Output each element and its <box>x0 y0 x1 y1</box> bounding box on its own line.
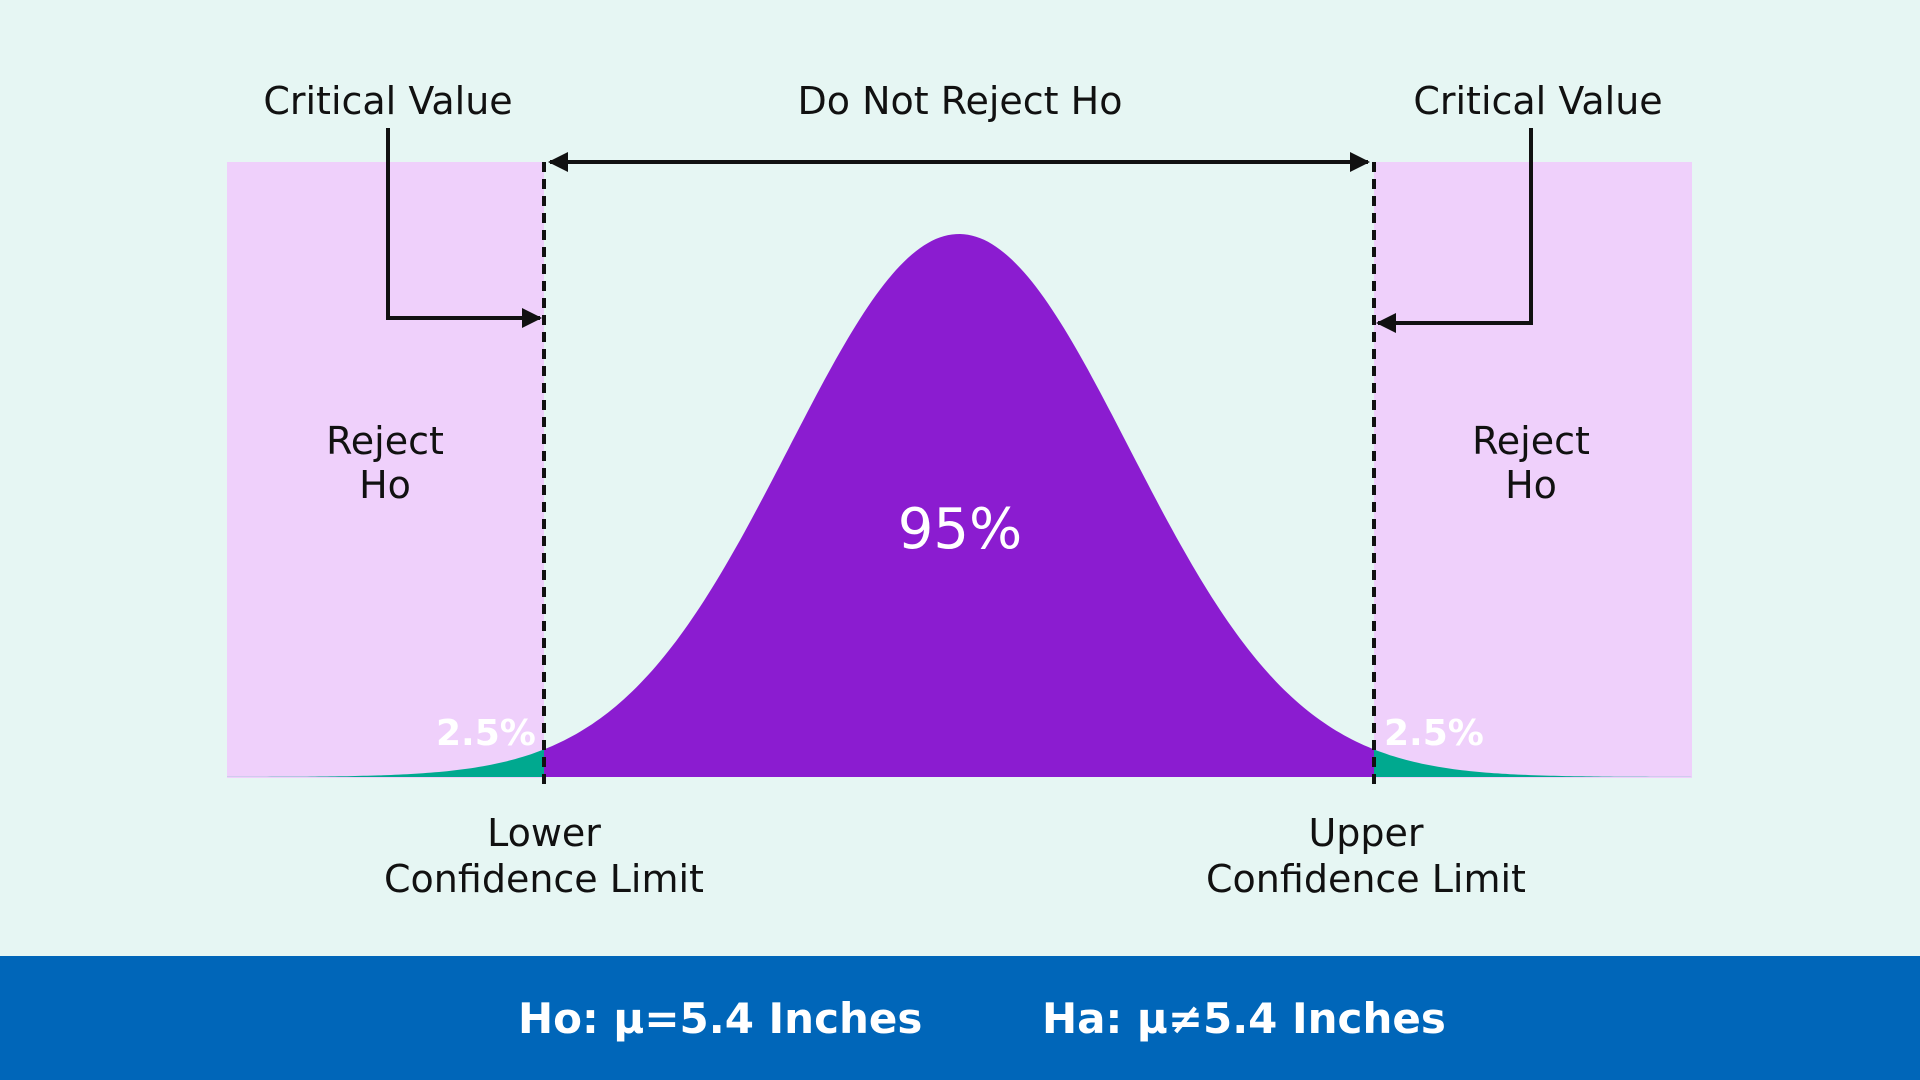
reject-region-left <box>227 162 544 778</box>
center-percent-label: 95% <box>897 497 1023 562</box>
critical-value-right-arrow <box>1376 128 1533 333</box>
alternative-hypothesis: Ha: μ≠5.4 Inches <box>1042 994 1446 1043</box>
critical-value-right-label: Critical Value <box>1413 79 1663 123</box>
bell-curve-graphic <box>227 128 1692 790</box>
reject-right-label-line1: Reject <box>1472 419 1590 463</box>
center-area <box>544 234 1374 777</box>
reject-left-label-line2: Ho <box>359 463 411 507</box>
tail-area-right <box>1374 749 1692 777</box>
upper-limit-label-line2: Confidence Limit <box>1206 857 1526 901</box>
tail-right-percent-label: 2.5% <box>1384 713 1484 754</box>
do-not-reject-label: Do Not Reject Ho <box>797 79 1123 123</box>
reject-right-label-line2: Ho <box>1505 463 1557 507</box>
diagram: Critical Value Critical Value Do Not Rej… <box>227 79 1692 901</box>
tail-left-percent-label: 2.5% <box>436 713 536 754</box>
tail-area-left <box>227 749 544 777</box>
reject-left-label-line1: Reject <box>326 419 444 463</box>
null-hypothesis: Ho: μ=5.4 Inches <box>518 994 923 1043</box>
upper-limit-label-line1: Upper <box>1308 811 1424 855</box>
critical-value-left-label: Critical Value <box>263 79 513 123</box>
lower-limit-label-line1: Lower <box>487 811 601 855</box>
hypothesis-footer: Ho: μ=5.4 Inches Ha: μ≠5.4 Inches <box>0 956 1920 1080</box>
lower-limit-label-line2: Confidence Limit <box>384 857 704 901</box>
critical-value-left-arrow <box>386 128 542 328</box>
